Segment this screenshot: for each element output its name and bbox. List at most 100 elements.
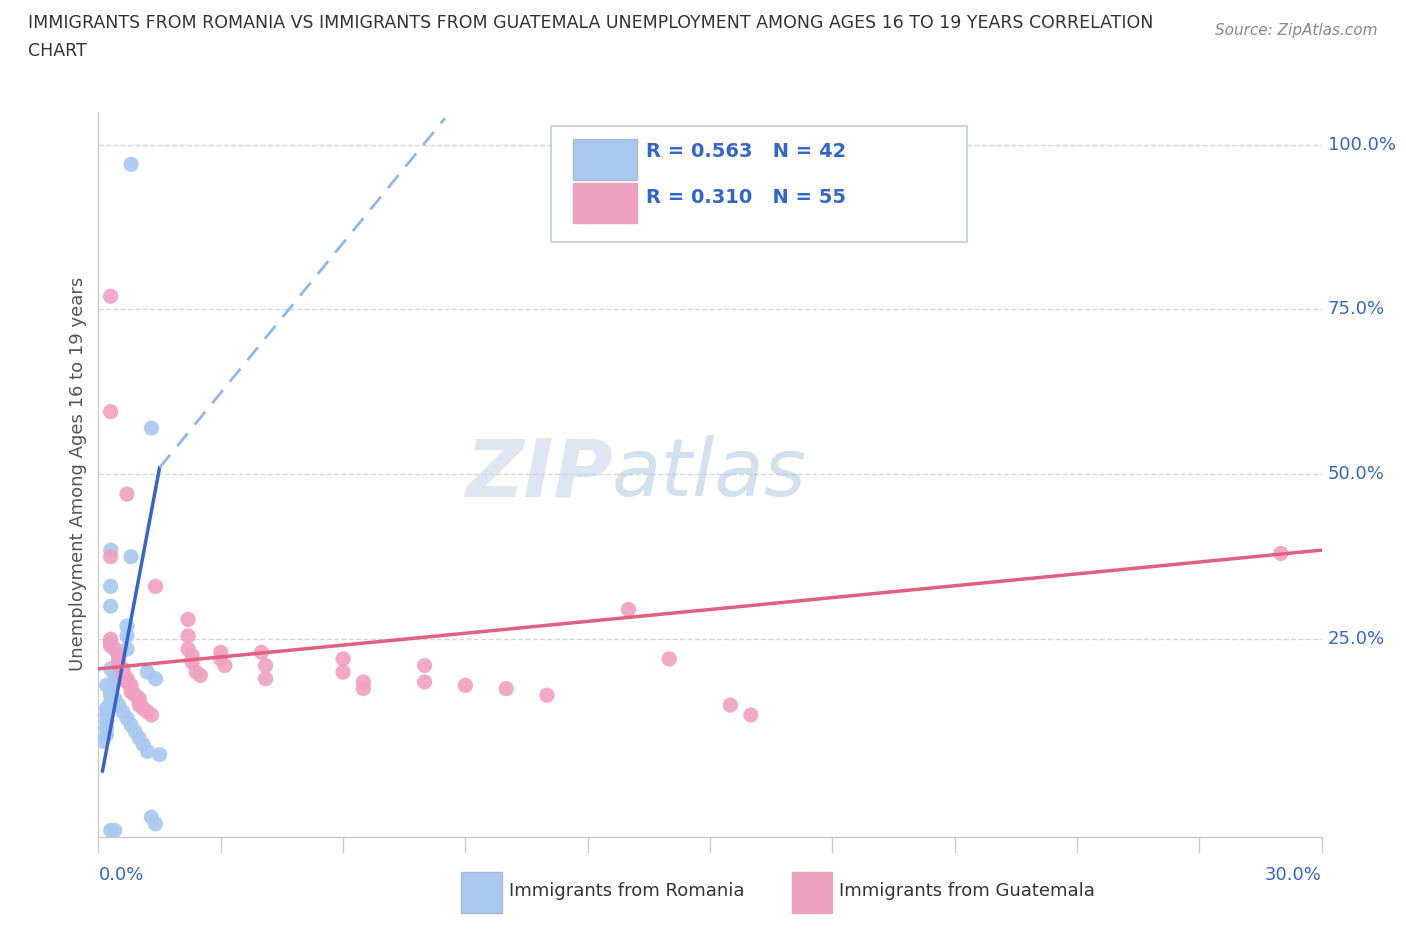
Point: [250, 644, 273, 659]
Text: R = 0.310   N = 55: R = 0.310 N = 55: [647, 188, 846, 206]
Point: [96, 678, 118, 693]
Point: [136, 744, 159, 759]
Text: 50.0%: 50.0%: [1327, 465, 1385, 484]
Point: [141, 708, 163, 723]
Point: [141, 810, 163, 825]
Point: [177, 629, 200, 644]
Point: [115, 711, 138, 725]
Text: IMMIGRANTS FROM ROMANIA VS IMMIGRANTS FROM GUATEMALA UNEMPLOYMENT AMONG AGES 16 : IMMIGRANTS FROM ROMANIA VS IMMIGRANTS FR…: [28, 14, 1153, 32]
Point: [100, 684, 122, 699]
Point: [214, 658, 236, 673]
Point: [100, 635, 122, 650]
Point: [100, 681, 122, 696]
Point: [120, 678, 142, 693]
Point: [115, 671, 138, 686]
Point: [186, 665, 208, 680]
Point: [332, 652, 354, 667]
Text: 30.0%: 30.0%: [1265, 866, 1322, 884]
Point: [209, 652, 232, 667]
Text: ZIP: ZIP: [465, 435, 612, 513]
FancyBboxPatch shape: [574, 140, 637, 179]
Point: [108, 648, 131, 663]
Point: [100, 550, 122, 565]
Point: [181, 648, 204, 663]
Point: [177, 642, 200, 657]
Text: atlas: atlas: [612, 435, 807, 513]
Point: [115, 486, 138, 501]
FancyBboxPatch shape: [551, 126, 967, 242]
Text: CHART: CHART: [28, 42, 87, 60]
Point: [115, 674, 138, 689]
Point: [100, 823, 122, 838]
Point: [100, 638, 122, 653]
Point: [108, 648, 131, 663]
Point: [413, 658, 436, 673]
Text: 75.0%: 75.0%: [1327, 300, 1385, 318]
Point: [352, 674, 374, 689]
Point: [100, 695, 122, 710]
Point: [108, 698, 131, 712]
Point: [96, 701, 118, 716]
Point: [254, 658, 277, 673]
Point: [111, 704, 134, 719]
FancyBboxPatch shape: [574, 182, 637, 223]
Point: [100, 579, 122, 594]
Point: [1270, 546, 1292, 561]
Point: [658, 652, 681, 667]
Y-axis label: Unemployment Among Ages 16 to 19 years: Unemployment Among Ages 16 to 19 years: [69, 277, 87, 671]
Point: [332, 665, 354, 680]
Point: [181, 655, 204, 670]
Point: [209, 644, 232, 659]
Point: [141, 420, 163, 435]
Point: [104, 674, 127, 689]
Point: [495, 681, 517, 696]
Point: [100, 405, 122, 419]
Point: [188, 668, 212, 683]
Point: [104, 668, 127, 683]
Text: 0.0%: 0.0%: [98, 866, 143, 884]
Point: [120, 681, 142, 696]
Point: [115, 642, 138, 657]
Point: [128, 695, 150, 710]
Point: [108, 658, 131, 673]
Point: [132, 737, 155, 752]
Point: [111, 665, 134, 680]
Text: 25.0%: 25.0%: [1327, 631, 1385, 648]
Text: Immigrants from Romania: Immigrants from Romania: [509, 882, 744, 900]
Point: [108, 652, 131, 667]
Point: [96, 714, 118, 729]
Point: [145, 579, 167, 594]
Point: [120, 157, 142, 172]
Point: [132, 701, 155, 716]
Point: [100, 661, 122, 676]
Text: R = 0.563   N = 42: R = 0.563 N = 42: [647, 142, 846, 161]
Point: [128, 731, 150, 746]
Point: [111, 668, 134, 683]
Text: Immigrants from Guatemala: Immigrants from Guatemala: [839, 882, 1095, 900]
Point: [740, 708, 762, 723]
Text: Source: ZipAtlas.com: Source: ZipAtlas.com: [1215, 23, 1378, 38]
Point: [100, 289, 122, 304]
Point: [100, 688, 122, 703]
Point: [254, 671, 277, 686]
Point: [96, 721, 118, 736]
Point: [100, 543, 122, 558]
Point: [149, 747, 172, 762]
Point: [177, 612, 200, 627]
Point: [100, 635, 122, 650]
Point: [104, 823, 127, 838]
Point: [91, 734, 114, 749]
Point: [115, 629, 138, 644]
Point: [124, 688, 146, 703]
Point: [96, 727, 118, 742]
Point: [145, 671, 167, 686]
Point: [108, 655, 131, 670]
Point: [124, 724, 146, 739]
Point: [111, 661, 134, 676]
Point: [104, 642, 127, 657]
Point: [120, 684, 142, 699]
Point: [104, 691, 127, 706]
Point: [128, 698, 150, 712]
Point: [718, 698, 742, 712]
Point: [454, 678, 477, 693]
